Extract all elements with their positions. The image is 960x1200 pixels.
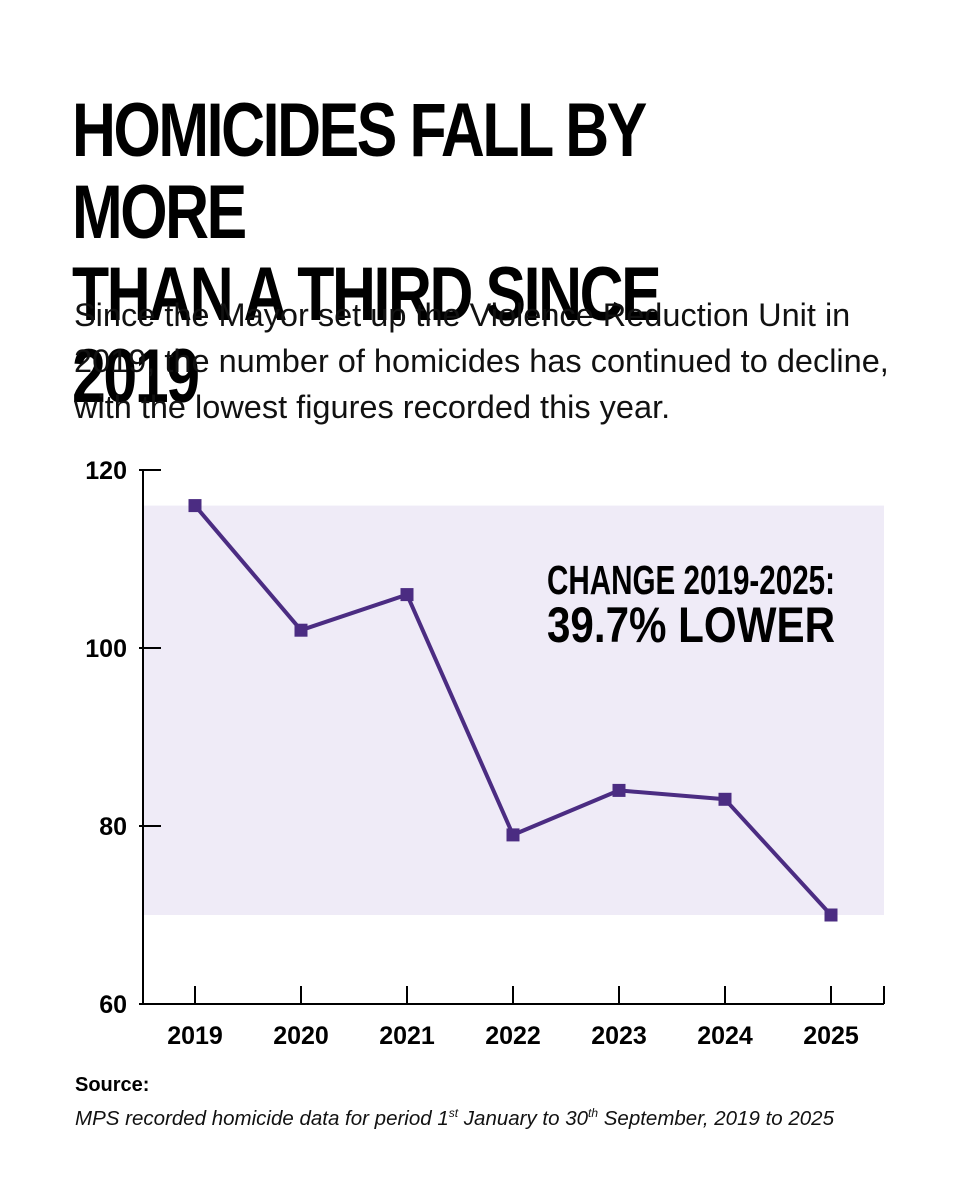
data-point-2023 <box>612 783 626 797</box>
x-tick-label-2019: 2019 <box>167 1022 223 1050</box>
data-point-2020 <box>294 623 308 637</box>
data-point-2024 <box>718 792 732 806</box>
chart-subtitle: Since the Mayor set up the Violence Redu… <box>74 297 889 425</box>
x-tick-label-2020: 2020 <box>273 1022 329 1050</box>
source-text: MPS recorded homicide data for period 1s… <box>75 1106 834 1130</box>
y-tick-label-80: 80 <box>99 813 127 841</box>
x-tick-label-2024: 2024 <box>697 1022 753 1050</box>
x-tick-label-2025: 2025 <box>803 1022 859 1050</box>
title-line-2: THAN A THIRD SINCE 2019 <box>72 252 662 419</box>
y-tick-label-60: 60 <box>99 991 127 1019</box>
source-label: Source: <box>75 1074 150 1096</box>
line-chart: 60 80 100 120 2019 2020 2021 2022 2023 2024 2025 CH… <box>85 457 885 1050</box>
data-point-2021 <box>400 588 414 602</box>
y-tick-label-100: 100 <box>85 635 127 663</box>
highlight-band <box>143 505 884 915</box>
chart-title: HOMICIDES FALL BY MORE THAN A THIRD SINC… <box>72 90 792 418</box>
y-tick-label-120: 120 <box>85 457 127 485</box>
annotation-line-1: CHANGE 2019-2025: <box>547 557 835 603</box>
annotation-line-2: 39.7% LOWER <box>547 597 835 653</box>
x-tick-label-2022: 2022 <box>485 1022 541 1050</box>
x-tick-label-2021: 2021 <box>379 1022 435 1050</box>
title-line-1: HOMICIDES FALL BY MORE <box>72 88 646 255</box>
data-point-2022 <box>506 828 520 842</box>
x-tick-label-2023: 2023 <box>591 1022 647 1050</box>
data-point-2019 <box>188 499 202 513</box>
data-point-2025 <box>824 908 838 922</box>
